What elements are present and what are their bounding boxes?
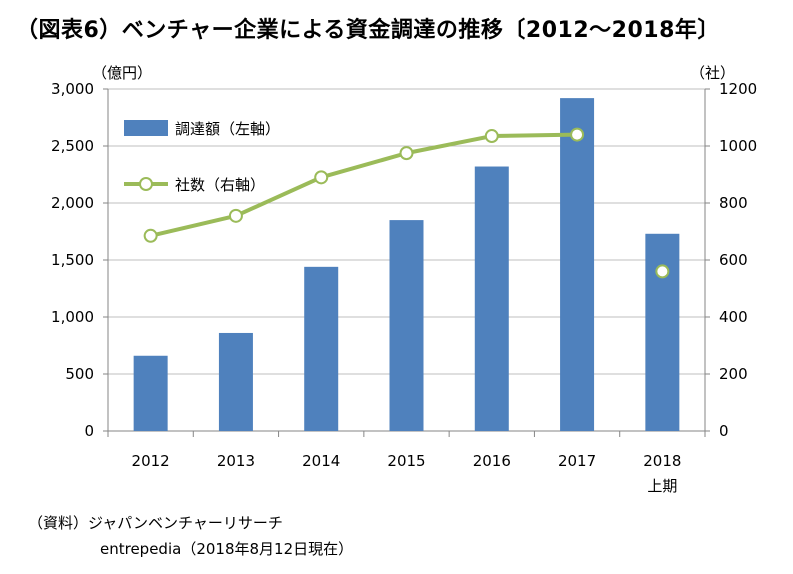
right-tick-label: 0 bbox=[719, 422, 729, 440]
legend-label-line: 社数（右軸） bbox=[175, 176, 265, 194]
legend-swatch-bars bbox=[124, 120, 168, 136]
bar bbox=[474, 166, 509, 431]
bar bbox=[645, 233, 680, 431]
right-axis-unit: （社） bbox=[690, 64, 735, 82]
x-tick-label: 2015 bbox=[387, 452, 425, 470]
line-point bbox=[484, 129, 499, 144]
chart-title: （図表6）ベンチャー企業による資金調達の推移〔2012～2018年〕 bbox=[16, 18, 720, 43]
source-line-2: entrepedia（2018年8月12日現在） bbox=[100, 540, 354, 558]
line-path bbox=[150, 132, 578, 238]
legend-swatch-marker bbox=[139, 177, 153, 191]
right-tick-label: 600 bbox=[719, 251, 748, 269]
x-tick-sublabel: 上期 bbox=[647, 477, 677, 495]
x-tick-label: 2017 bbox=[558, 452, 596, 470]
left-axis-unit: （億円） bbox=[92, 64, 152, 82]
left-tick-label: 0 bbox=[84, 422, 94, 440]
x-tick-label: 2016 bbox=[473, 452, 511, 470]
bar bbox=[560, 98, 595, 432]
left-tick-label: 1,000 bbox=[51, 308, 94, 326]
right-tick-label: 800 bbox=[719, 194, 748, 212]
left-tick-label: 3,000 bbox=[51, 80, 94, 98]
x-tick-label: 2018 bbox=[643, 452, 681, 470]
right-tick-label: 200 bbox=[719, 365, 748, 383]
x-tick-label: 2012 bbox=[132, 452, 170, 470]
left-tick-label: 2,500 bbox=[51, 137, 94, 155]
bar bbox=[133, 355, 168, 431]
line-point bbox=[228, 208, 243, 223]
line-point bbox=[655, 264, 670, 279]
bar bbox=[304, 266, 339, 431]
x-tick-label: 2013 bbox=[217, 452, 255, 470]
line-point bbox=[314, 170, 329, 185]
legend-label-bars: 調達額（左軸） bbox=[175, 120, 280, 138]
bar-series bbox=[133, 98, 680, 432]
bar bbox=[218, 332, 253, 431]
x-tick-label: 2014 bbox=[302, 452, 340, 470]
right-tick-label: 1200 bbox=[719, 80, 757, 98]
line-series bbox=[143, 127, 670, 279]
left-tick-label: 2,000 bbox=[51, 194, 94, 212]
tick-labels: 0 500 1,000 1,500 2,000 2,500 3,000 0 200 400 600 8… bbox=[51, 64, 757, 495]
source-line-1: （資料）ジャパンベンチャーリサーチ bbox=[28, 514, 283, 532]
legend: 調達額（左軸） 社数（右軸） bbox=[124, 120, 280, 194]
line-point bbox=[399, 146, 414, 161]
left-tick-label: 500 bbox=[65, 365, 94, 383]
bar bbox=[389, 220, 424, 431]
line-point bbox=[143, 228, 158, 243]
left-tick-label: 1,500 bbox=[51, 251, 94, 269]
line-point bbox=[570, 127, 585, 142]
right-tick-label: 400 bbox=[719, 308, 748, 326]
right-tick-label: 1000 bbox=[719, 137, 757, 155]
